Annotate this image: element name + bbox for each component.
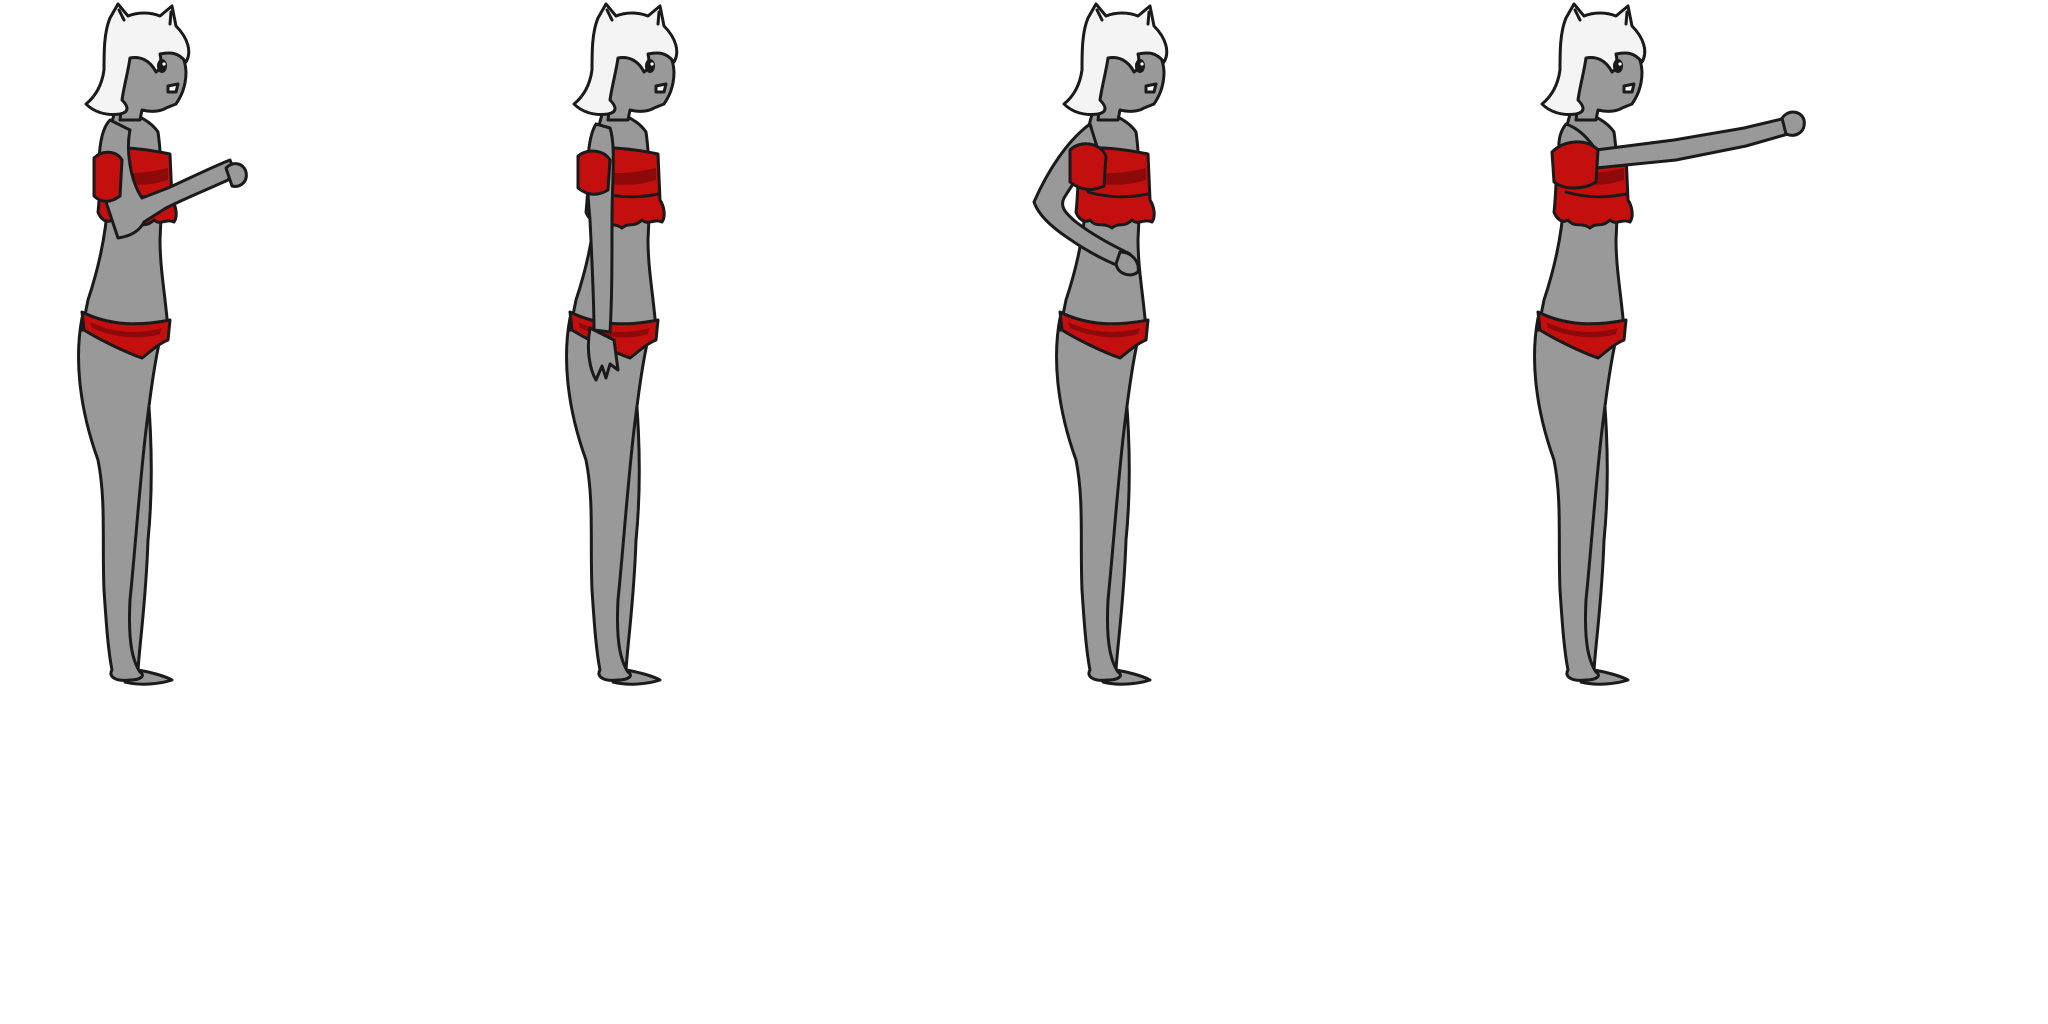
sleeve-ruffle <box>92 150 124 203</box>
fist <box>224 162 248 188</box>
hair <box>84 2 191 116</box>
sleeve-ruffle <box>1550 140 1600 190</box>
eye <box>645 59 655 73</box>
sleeve-ruffle <box>576 149 612 196</box>
ear-right-inner <box>656 10 661 26</box>
bikini-bottom-shade <box>1546 322 1618 338</box>
ear-left-inner <box>117 8 126 22</box>
sleeve-ruffle <box>1068 142 1108 191</box>
eye-highlight <box>650 62 654 66</box>
mouth <box>1622 82 1636 94</box>
mouth <box>1144 82 1158 94</box>
eye-highlight <box>1140 62 1144 66</box>
bikini-bottom-shade <box>1068 322 1140 338</box>
character-figure <box>1533 2 1806 686</box>
bikini-top-ruffle-line <box>1564 190 1628 199</box>
leg-front <box>1533 316 1624 682</box>
eye <box>1613 59 1623 73</box>
ear-left-inner <box>605 8 614 22</box>
sprite-frame-4 <box>1452 0 1964 700</box>
ear-right-inner <box>1624 10 1629 26</box>
character-figure <box>77 2 248 686</box>
sprite-frame-3 <box>968 0 1480 700</box>
character-arm-extended-forward <box>1533 2 1806 686</box>
mouth <box>654 82 668 94</box>
hand <box>586 326 620 382</box>
leg-front <box>1055 316 1146 682</box>
ear-left-inner <box>1573 8 1582 22</box>
character-figure <box>565 2 679 686</box>
ear-left-inner <box>1095 8 1104 22</box>
character-figure <box>1032 2 1169 686</box>
eye-highlight <box>162 62 166 66</box>
ear-right-inner <box>168 10 173 26</box>
leg-front <box>77 316 168 682</box>
character-arm-down-relaxed <box>565 2 679 686</box>
eye-highlight <box>1618 62 1622 66</box>
bikini-top-ruffle-line <box>1086 190 1150 199</box>
hair <box>1540 2 1647 116</box>
leg-front <box>565 316 656 682</box>
sprite-frame-1 <box>0 0 512 700</box>
character-arm-raised-forward-bent <box>77 2 248 686</box>
eye <box>1135 59 1145 73</box>
bikini-bottom-shade <box>90 322 162 338</box>
eye <box>157 59 167 73</box>
sprite-frame-2 <box>484 0 996 700</box>
hair <box>572 2 679 116</box>
ear-right-inner <box>1146 10 1151 26</box>
hand <box>1114 250 1140 277</box>
fist <box>1780 110 1806 137</box>
hair <box>1062 2 1169 116</box>
mouth <box>166 82 180 94</box>
character-hand-on-hip <box>1032 2 1169 686</box>
